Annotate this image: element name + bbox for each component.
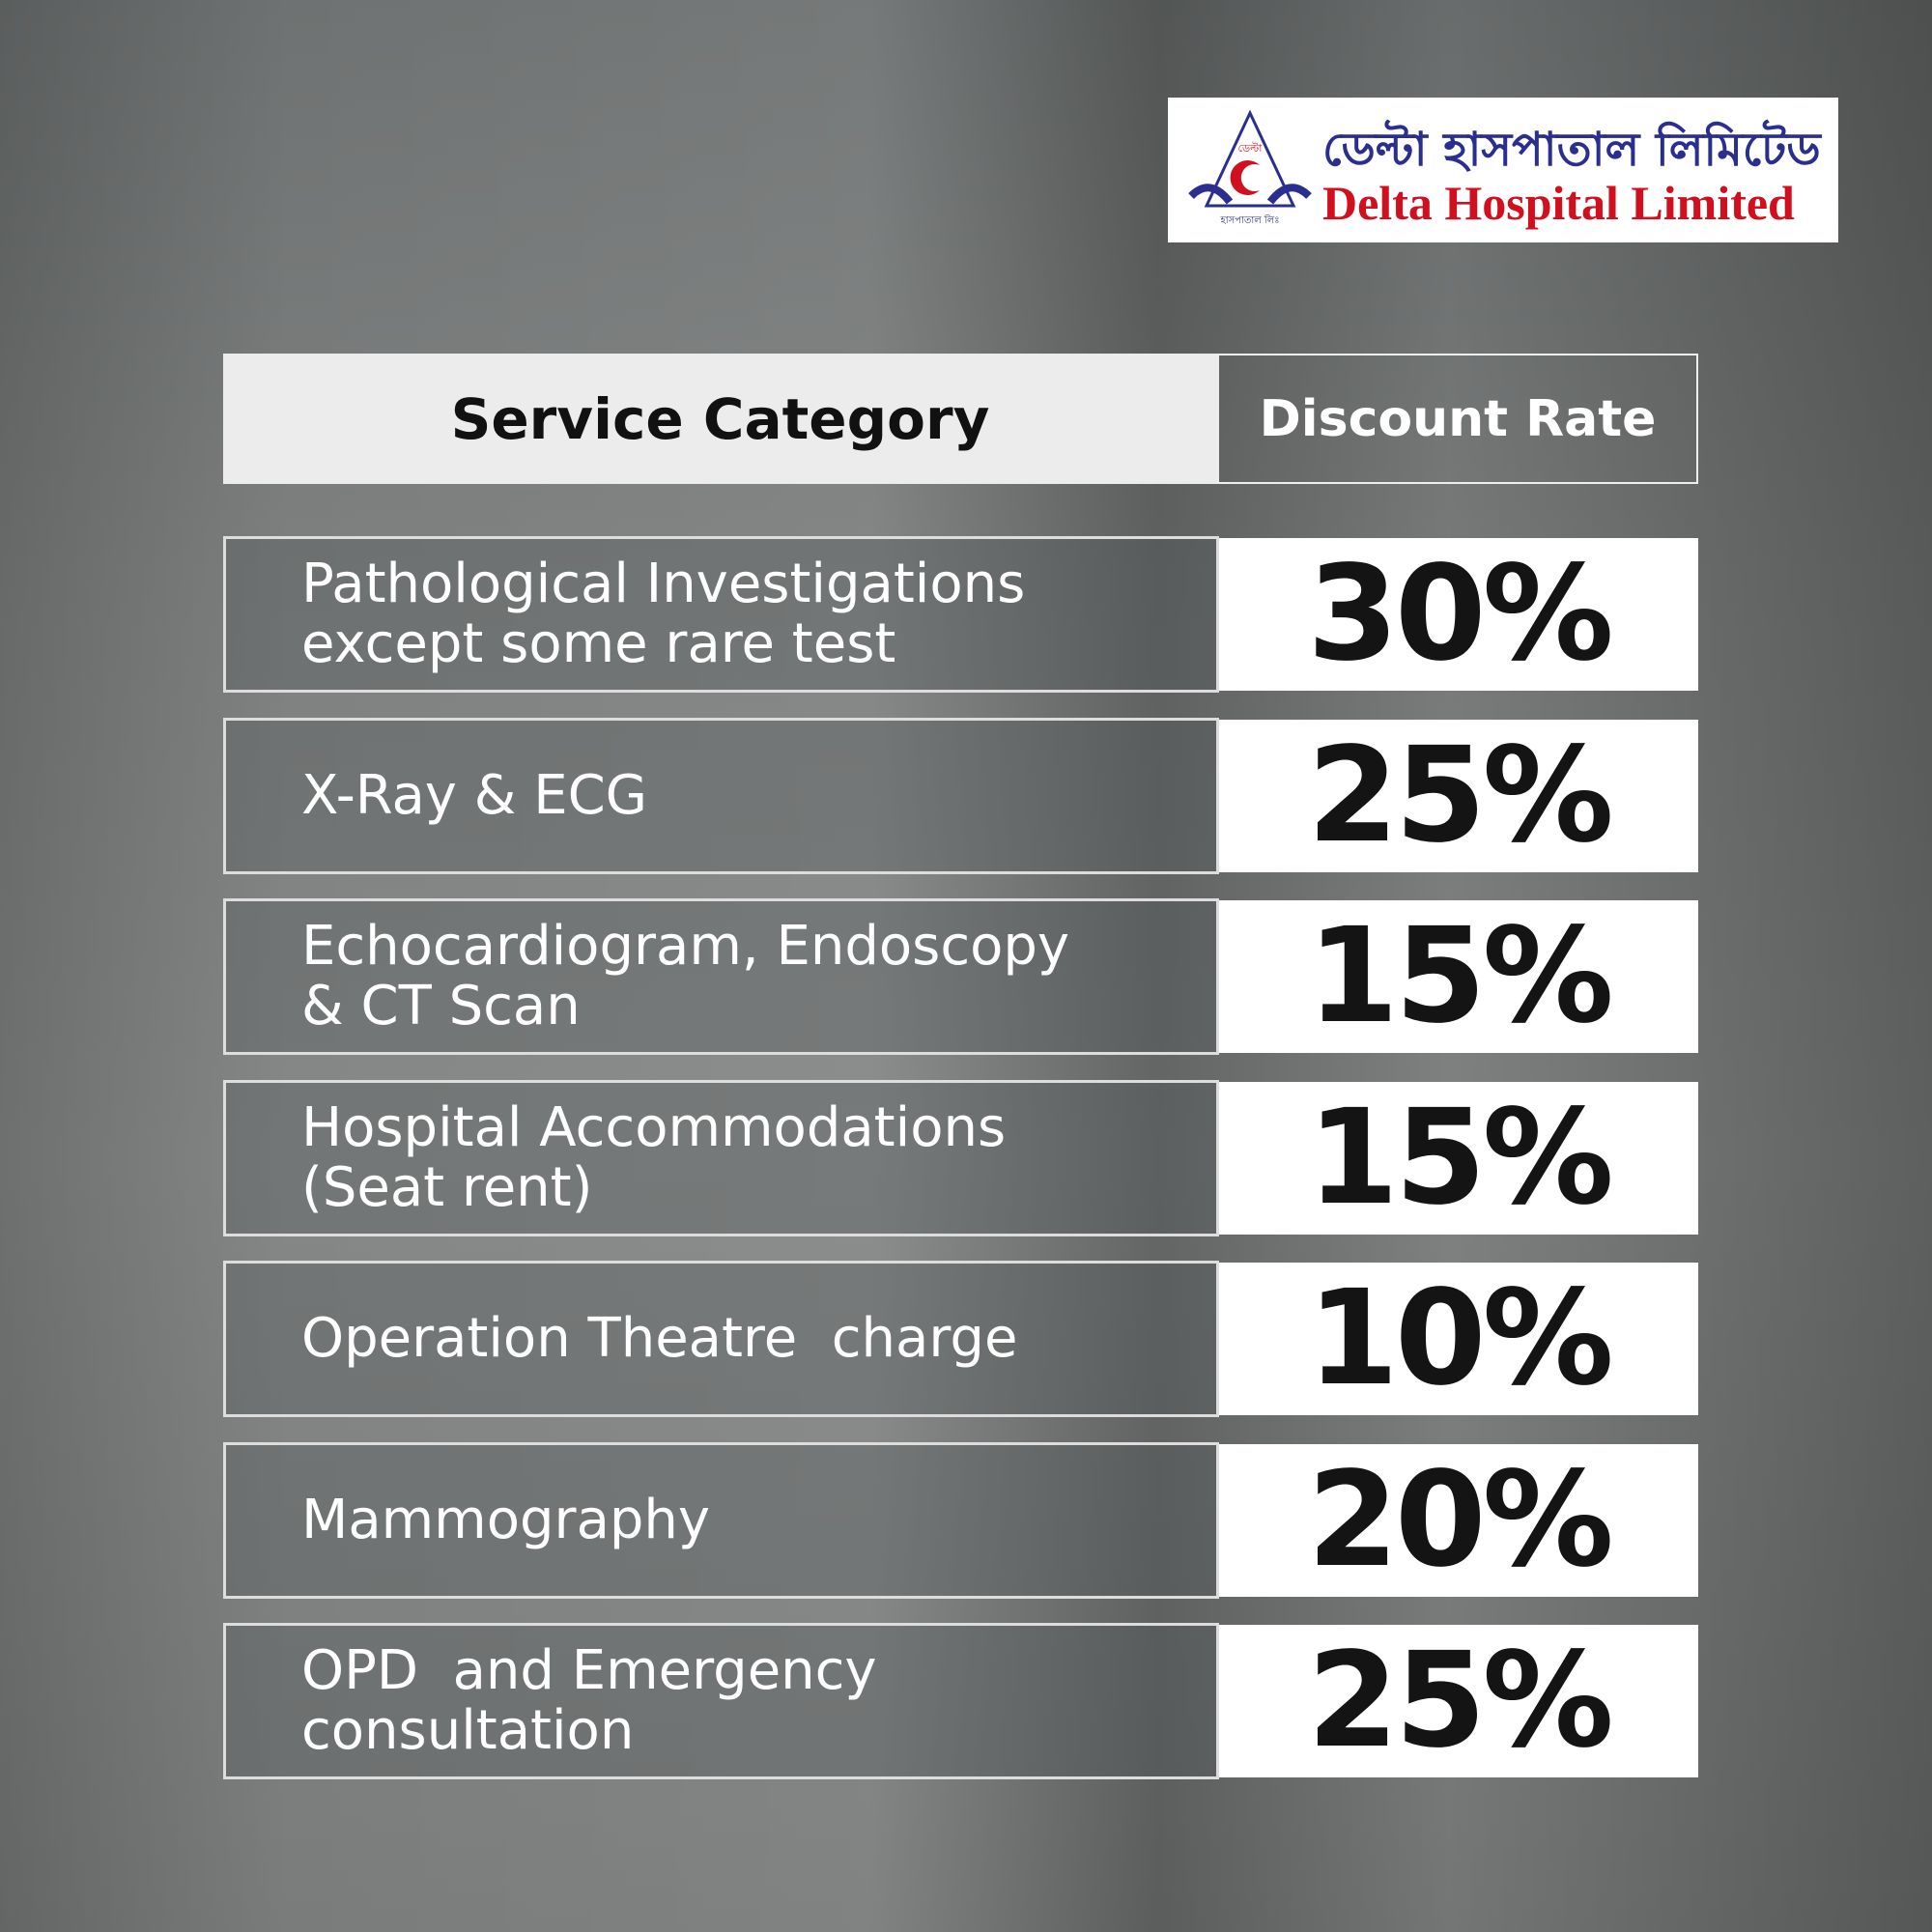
category-cell: Hospital Accommodations (Seat rent) xyxy=(223,1079,1219,1236)
category-line: & CT Scan xyxy=(301,975,581,1037)
logo: ডেল্টা হাসপাতাল লিঃ ডেল্টা হাসপাতাল লিমি… xyxy=(1168,98,1838,242)
header-rate: Discount Rate xyxy=(1217,354,1698,484)
discount-rate: 15% xyxy=(1219,1081,1698,1235)
category-cell: Echocardiogram, Endoscopy & CT Scan xyxy=(223,898,1219,1055)
category-line: X-Ray & ECG xyxy=(301,763,648,827)
name-bangla: ডেল্টা হাসপাতাল লিমিটেড xyxy=(1322,123,1821,177)
emblem-top: ডেল্টা xyxy=(1238,142,1264,155)
discount-rate: 20% xyxy=(1219,1443,1698,1597)
category-line: except some rare test xyxy=(301,612,896,675)
emblem: ডেল্টা হাসপাতাল লিঃ xyxy=(1188,109,1312,226)
discount-rate: 25% xyxy=(1219,1625,1698,1777)
discount-rate: 15% xyxy=(1219,900,1698,1053)
name-english: Delta Hospital Limited xyxy=(1322,176,1795,230)
category-cell: Mammography xyxy=(223,1441,1219,1599)
category-cell: Operation Theatre charge xyxy=(223,1261,1219,1417)
category-line: (Seat rent) xyxy=(301,1155,593,1219)
header-service: Service Category xyxy=(223,354,1217,484)
category-cell: X-Ray & ECG xyxy=(223,717,1219,874)
discount-rate: 25% xyxy=(1219,719,1698,872)
category-line: Mammography xyxy=(301,1488,711,1551)
category-line: Operation Theatre charge xyxy=(301,1307,1018,1370)
category-cell: Pathological Investigations except some r… xyxy=(223,536,1219,693)
discount-rate: 10% xyxy=(1219,1263,1698,1415)
category-line: consultation xyxy=(301,1699,635,1762)
discount-rate: 30% xyxy=(1219,538,1698,691)
category-line: Pathological Investigations xyxy=(301,553,1026,615)
category-cell: OPD and Emergency consultation xyxy=(223,1623,1219,1779)
category-line: OPD and Emergency xyxy=(301,1639,877,1702)
category-line: Echocardiogram, Endoscopy xyxy=(301,915,1070,978)
emblem-bottom: হাসপাতাল লিঃ xyxy=(1219,214,1279,226)
category-line: Hospital Accommodations xyxy=(301,1095,1007,1159)
